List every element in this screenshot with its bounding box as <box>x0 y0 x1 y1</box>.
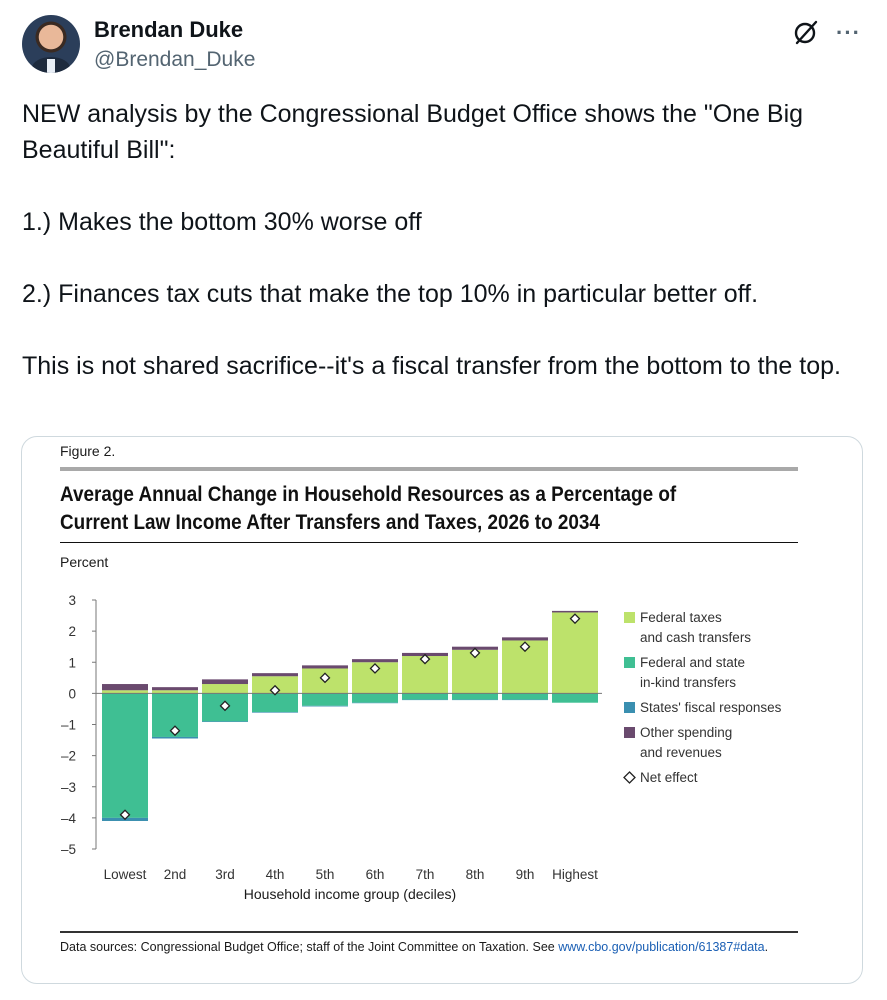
y-tick-label: 3 <box>68 593 76 608</box>
x-tick-label: 3rd <box>215 867 235 882</box>
legend-label: and cash transfers <box>640 630 751 645</box>
tweet-paragraph: 1.) Makes the bottom 30% worse off <box>22 208 422 236</box>
x-tick-label: 9th <box>516 867 535 882</box>
legend-label: and revenues <box>640 745 722 760</box>
figure-top-rule <box>60 467 798 471</box>
bar-segment <box>552 693 598 703</box>
net-effect-marker <box>119 809 131 821</box>
bar-segment <box>352 702 398 704</box>
bar-segment <box>152 690 198 694</box>
bar-segment <box>452 693 498 700</box>
y-tick-label: –4 <box>61 811 77 826</box>
bar-segment <box>302 705 348 707</box>
bar-segment <box>552 612 598 694</box>
net-effect-marker <box>319 672 331 684</box>
legend-label: Federal and state <box>640 655 745 670</box>
bar-segment <box>102 693 148 818</box>
tweet-paragraph: 2.) Finances tax cuts that make the top … <box>22 280 759 308</box>
x-tick-label: 7th <box>416 867 435 882</box>
legend-swatch <box>624 727 635 738</box>
bar-segment <box>102 684 148 691</box>
y-tick-label: –3 <box>61 780 76 795</box>
y-tick-label: 2 <box>68 624 76 639</box>
bar-segment <box>252 693 298 713</box>
x-tick-label: 8th <box>466 867 485 882</box>
legend-swatch <box>624 702 635 713</box>
avatar-collar <box>47 59 55 73</box>
y-tick-label: –1 <box>61 718 76 733</box>
net-effect-marker <box>269 684 281 696</box>
bar-segment <box>552 610 598 613</box>
bar-segment <box>352 659 398 663</box>
x-tick-label: 4th <box>266 867 285 882</box>
figure-title-rule <box>60 542 798 543</box>
y-axis-label: Percent <box>60 554 108 570</box>
bar-segment <box>352 693 398 703</box>
tweet-paragraph: This is not shared sacrifice--it's a fis… <box>22 352 841 380</box>
tweet-text: NEW analysis by the Congressional Budget… <box>22 96 867 384</box>
y-tick-label: 1 <box>68 655 76 670</box>
legend-label: Federal taxes <box>640 610 722 625</box>
bar-segment <box>302 665 348 669</box>
author-handle[interactable]: @Brendan_Duke <box>94 48 256 71</box>
net-effect-marker <box>169 725 181 737</box>
tweet-paragraph: NEW analysis by the Congressional Budget… <box>22 100 804 164</box>
bar-segment <box>402 699 448 701</box>
legend-label: States' fiscal responses <box>640 700 782 715</box>
y-tick-label: 0 <box>68 686 76 701</box>
net-effect-marker <box>569 613 581 625</box>
source-end: . <box>764 940 769 954</box>
legend-label: in-kind transfers <box>640 675 736 690</box>
bar-segment <box>402 693 448 700</box>
bar-segment <box>202 679 248 685</box>
net-effect-marker <box>469 647 481 659</box>
author-name[interactable]: Brendan Duke <box>94 17 244 42</box>
legend-swatch <box>624 612 635 623</box>
bar-segment <box>152 687 198 691</box>
bar-segment <box>502 699 548 701</box>
bar-segment <box>252 712 298 713</box>
x-tick-label: 5th <box>316 867 335 882</box>
tweet-media-figure[interactable]: Figure 2. Average Annual Change in House… <box>21 436 863 984</box>
more-icon[interactable]: ··· <box>836 20 861 45</box>
y-tick-label: –2 <box>61 749 76 764</box>
bar-segment <box>452 699 498 701</box>
bar-segment <box>252 676 298 694</box>
figure-title: Average Annual Change in Household Resou… <box>60 483 677 534</box>
net-effect-marker <box>519 641 531 653</box>
source-link[interactable]: www.cbo.gov/publication/61387#data <box>558 940 765 954</box>
x-tick-label: 2nd <box>164 867 187 882</box>
bar-segment <box>202 684 248 694</box>
legend-net-effect-marker <box>623 771 636 784</box>
x-tick-label: Highest <box>552 867 598 882</box>
x-tick-label: 6th <box>366 867 385 882</box>
figure-source: Data sources: Congressional Budget Offic… <box>60 940 768 954</box>
legend-label: Net effect <box>640 770 698 785</box>
figure-bottom-rule <box>60 931 798 933</box>
y-tick-label: –5 <box>61 842 76 857</box>
bar-segment <box>152 736 198 739</box>
figure-label: Figure 2. <box>60 443 116 459</box>
bar-segment <box>502 693 548 700</box>
x-tick-label: Lowest <box>104 867 147 882</box>
net-effect-marker <box>369 663 381 674</box>
bar-segment <box>102 690 148 694</box>
bar-chart: Percent Household income group (deciles)… <box>60 554 782 902</box>
net-effect-marker <box>419 653 431 665</box>
bar-segment <box>502 637 548 641</box>
bar-segment <box>302 693 348 706</box>
legend-swatch <box>624 657 635 668</box>
net-effect-marker <box>219 700 231 712</box>
grok-icon[interactable] <box>792 18 820 46</box>
x-axis-label: Household income group (deciles) <box>244 886 456 902</box>
bar-segment <box>202 721 248 723</box>
source-text: Data sources: Congressional Budget Offic… <box>60 940 559 954</box>
legend-label: Other spending <box>640 725 732 740</box>
avatar[interactable] <box>22 15 80 73</box>
bar-segment <box>252 673 298 677</box>
